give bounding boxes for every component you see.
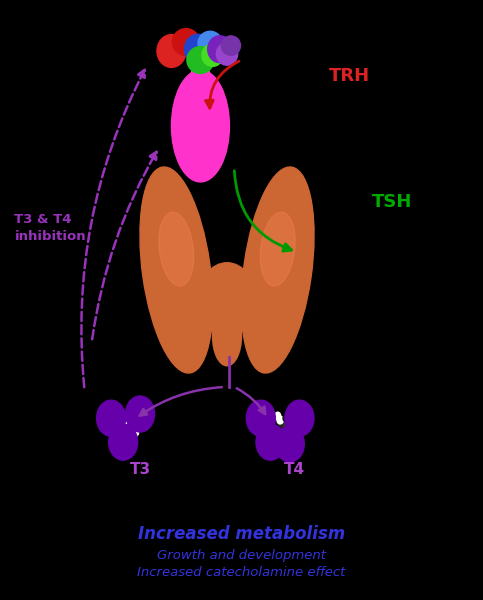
- Text: T4: T4: [284, 462, 305, 477]
- Circle shape: [109, 424, 138, 460]
- Ellipse shape: [187, 65, 214, 127]
- Circle shape: [269, 421, 277, 431]
- Circle shape: [97, 400, 126, 436]
- Circle shape: [128, 419, 137, 430]
- Circle shape: [246, 400, 275, 436]
- Ellipse shape: [213, 306, 242, 366]
- Ellipse shape: [208, 36, 232, 62]
- Circle shape: [126, 396, 155, 432]
- Circle shape: [256, 424, 285, 460]
- Circle shape: [288, 419, 294, 427]
- Ellipse shape: [185, 34, 212, 64]
- Circle shape: [132, 428, 139, 436]
- Ellipse shape: [187, 47, 214, 73]
- Text: Increased catecholamine effect: Increased catecholamine effect: [137, 566, 346, 579]
- Text: Growth and development: Growth and development: [157, 549, 326, 562]
- Circle shape: [283, 415, 289, 422]
- Circle shape: [122, 416, 129, 424]
- Circle shape: [271, 434, 278, 442]
- Text: TRH: TRH: [328, 67, 369, 85]
- Circle shape: [277, 416, 284, 424]
- Ellipse shape: [198, 31, 222, 55]
- Text: Increased metabolism: Increased metabolism: [138, 525, 345, 543]
- Circle shape: [271, 429, 279, 439]
- Ellipse shape: [198, 263, 256, 337]
- Circle shape: [267, 418, 274, 426]
- Ellipse shape: [202, 44, 223, 67]
- Circle shape: [117, 429, 125, 439]
- Ellipse shape: [140, 167, 213, 373]
- Text: TSH: TSH: [372, 193, 412, 211]
- Ellipse shape: [157, 35, 186, 67]
- Circle shape: [120, 412, 126, 419]
- Ellipse shape: [159, 212, 194, 286]
- Circle shape: [116, 434, 123, 442]
- Circle shape: [275, 421, 285, 434]
- Circle shape: [114, 421, 123, 431]
- Ellipse shape: [216, 43, 238, 65]
- Ellipse shape: [221, 36, 241, 55]
- Circle shape: [126, 430, 133, 440]
- Ellipse shape: [242, 167, 314, 373]
- Ellipse shape: [171, 70, 229, 182]
- Circle shape: [275, 412, 281, 419]
- Circle shape: [128, 415, 134, 422]
- Circle shape: [120, 421, 131, 434]
- Circle shape: [285, 400, 314, 436]
- Ellipse shape: [260, 212, 295, 286]
- Circle shape: [113, 418, 119, 426]
- Circle shape: [286, 428, 293, 436]
- Circle shape: [283, 419, 292, 430]
- Circle shape: [280, 430, 288, 440]
- Circle shape: [133, 419, 139, 427]
- Text: T3: T3: [129, 462, 151, 477]
- Text: T3 & T4
inhibition: T3 & T4 inhibition: [14, 213, 86, 243]
- Ellipse shape: [172, 29, 199, 55]
- Circle shape: [275, 426, 304, 462]
